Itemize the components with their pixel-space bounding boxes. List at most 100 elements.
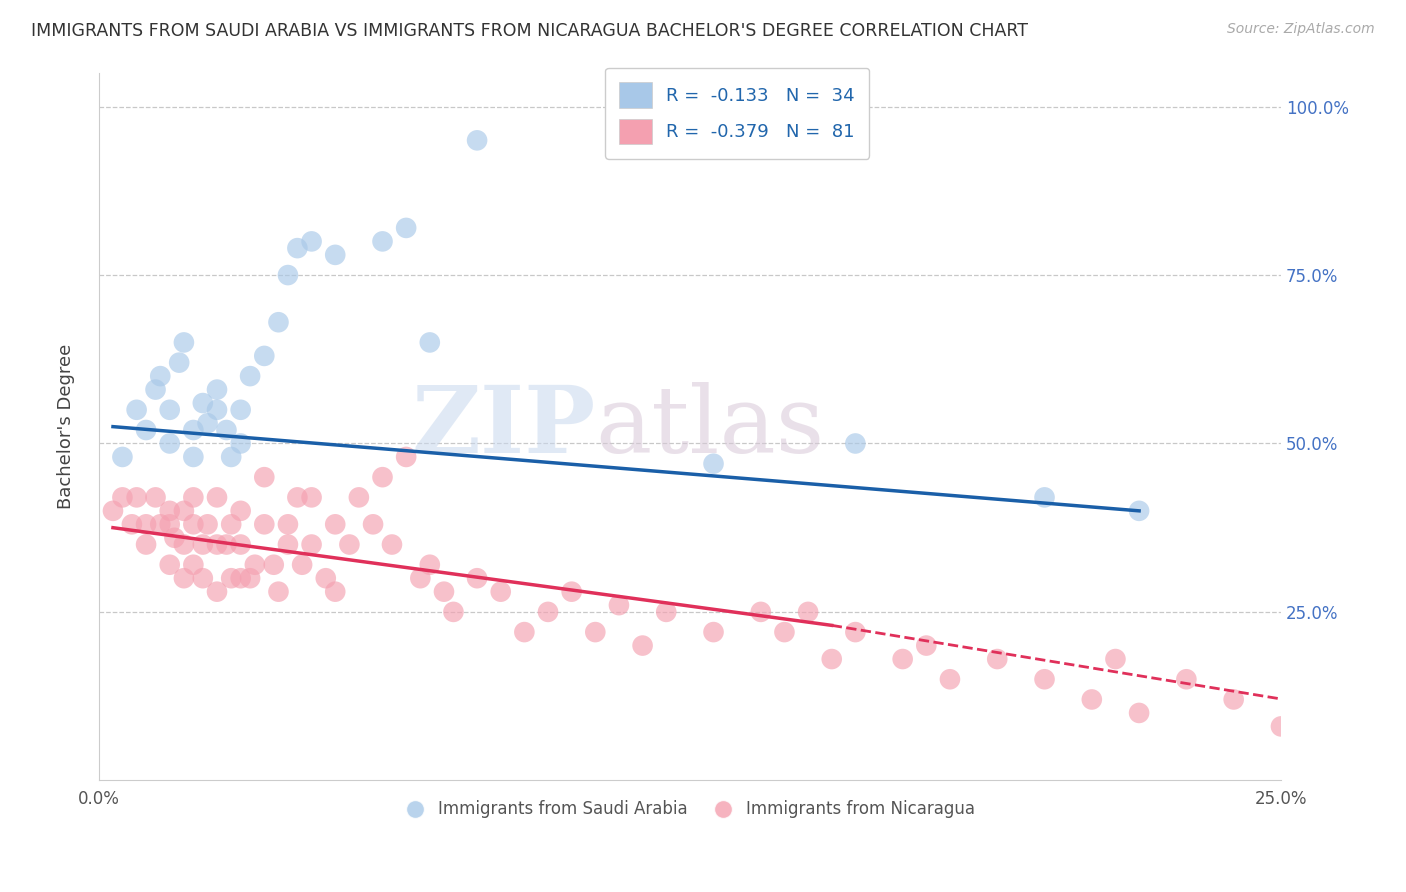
Point [749, 605, 772, 619]
Point [773, 625, 796, 640]
Text: IMMIGRANTS FROM SAUDI ARABIA VS IMMIGRANTS FROM NICARAGUA BACHELOR'S DEGREE CORR: IMMIGRANTS FROM SAUDI ARABIA VS IMMIGRAN… [31, 22, 1028, 40]
Point [229, 537, 252, 551]
Text: atlas: atlas [595, 382, 824, 472]
Point [173, 571, 195, 585]
Point [1222, 692, 1244, 706]
Point [513, 625, 536, 640]
Point [215, 537, 238, 551]
Point [323, 517, 346, 532]
Point [277, 517, 299, 532]
Point [443, 605, 465, 619]
Point [1128, 706, 1150, 720]
Point [433, 584, 456, 599]
Point [229, 402, 252, 417]
Point [655, 605, 678, 619]
Point [267, 315, 290, 329]
Text: ZIP: ZIP [411, 382, 595, 472]
Point [1175, 672, 1198, 686]
Point [287, 241, 309, 255]
Point [465, 571, 488, 585]
Point [844, 625, 866, 640]
Point [173, 504, 195, 518]
Point [1270, 719, 1292, 733]
Point [287, 491, 309, 505]
Point [489, 584, 512, 599]
Point [277, 268, 299, 282]
Point [159, 436, 181, 450]
Point [159, 517, 181, 532]
Point [419, 335, 441, 350]
Point [381, 537, 404, 551]
Point [631, 639, 654, 653]
Point [371, 470, 394, 484]
Point [183, 558, 205, 572]
Point [125, 402, 148, 417]
Point [395, 221, 418, 235]
Point [191, 396, 214, 410]
Point [465, 133, 488, 147]
Point [702, 625, 724, 640]
Point [1128, 504, 1150, 518]
Point [1033, 672, 1056, 686]
Point [821, 652, 844, 666]
Point [159, 402, 181, 417]
Point [409, 571, 432, 585]
Point [219, 450, 242, 464]
Point [844, 436, 866, 450]
Point [149, 517, 172, 532]
Point [205, 383, 228, 397]
Point [219, 571, 242, 585]
Point [111, 491, 134, 505]
Point [163, 531, 186, 545]
Point [183, 423, 205, 437]
Point [145, 491, 167, 505]
Point [167, 356, 190, 370]
Point [101, 504, 124, 518]
Point [301, 491, 323, 505]
Point [111, 450, 134, 464]
Point [239, 369, 262, 384]
Point [419, 558, 441, 572]
Point [145, 383, 167, 397]
Point [253, 517, 276, 532]
Point [339, 537, 361, 551]
Point [197, 417, 219, 431]
Point [253, 349, 276, 363]
Point [135, 537, 157, 551]
Point [267, 584, 290, 599]
Point [159, 504, 181, 518]
Point [797, 605, 820, 619]
Point [125, 491, 148, 505]
Point [395, 450, 418, 464]
Point [607, 598, 630, 612]
Point [986, 652, 1008, 666]
Point [205, 584, 228, 599]
Point [229, 571, 252, 585]
Point [229, 504, 252, 518]
Point [205, 537, 228, 551]
Point [239, 571, 262, 585]
Point [361, 517, 384, 532]
Point [197, 517, 219, 532]
Point [215, 423, 238, 437]
Point [121, 517, 143, 532]
Point [205, 491, 228, 505]
Point [183, 491, 205, 505]
Point [191, 571, 214, 585]
Point [702, 457, 724, 471]
Point [371, 235, 394, 249]
Point [183, 517, 205, 532]
Point [291, 558, 314, 572]
Point [891, 652, 914, 666]
Point [323, 248, 346, 262]
Point [159, 558, 181, 572]
Point [219, 517, 242, 532]
Point [347, 491, 370, 505]
Point [315, 571, 337, 585]
Y-axis label: Bachelor's Degree: Bachelor's Degree [58, 344, 75, 509]
Point [253, 470, 276, 484]
Point [561, 584, 583, 599]
Point [915, 639, 938, 653]
Point [583, 625, 606, 640]
Point [1033, 491, 1056, 505]
